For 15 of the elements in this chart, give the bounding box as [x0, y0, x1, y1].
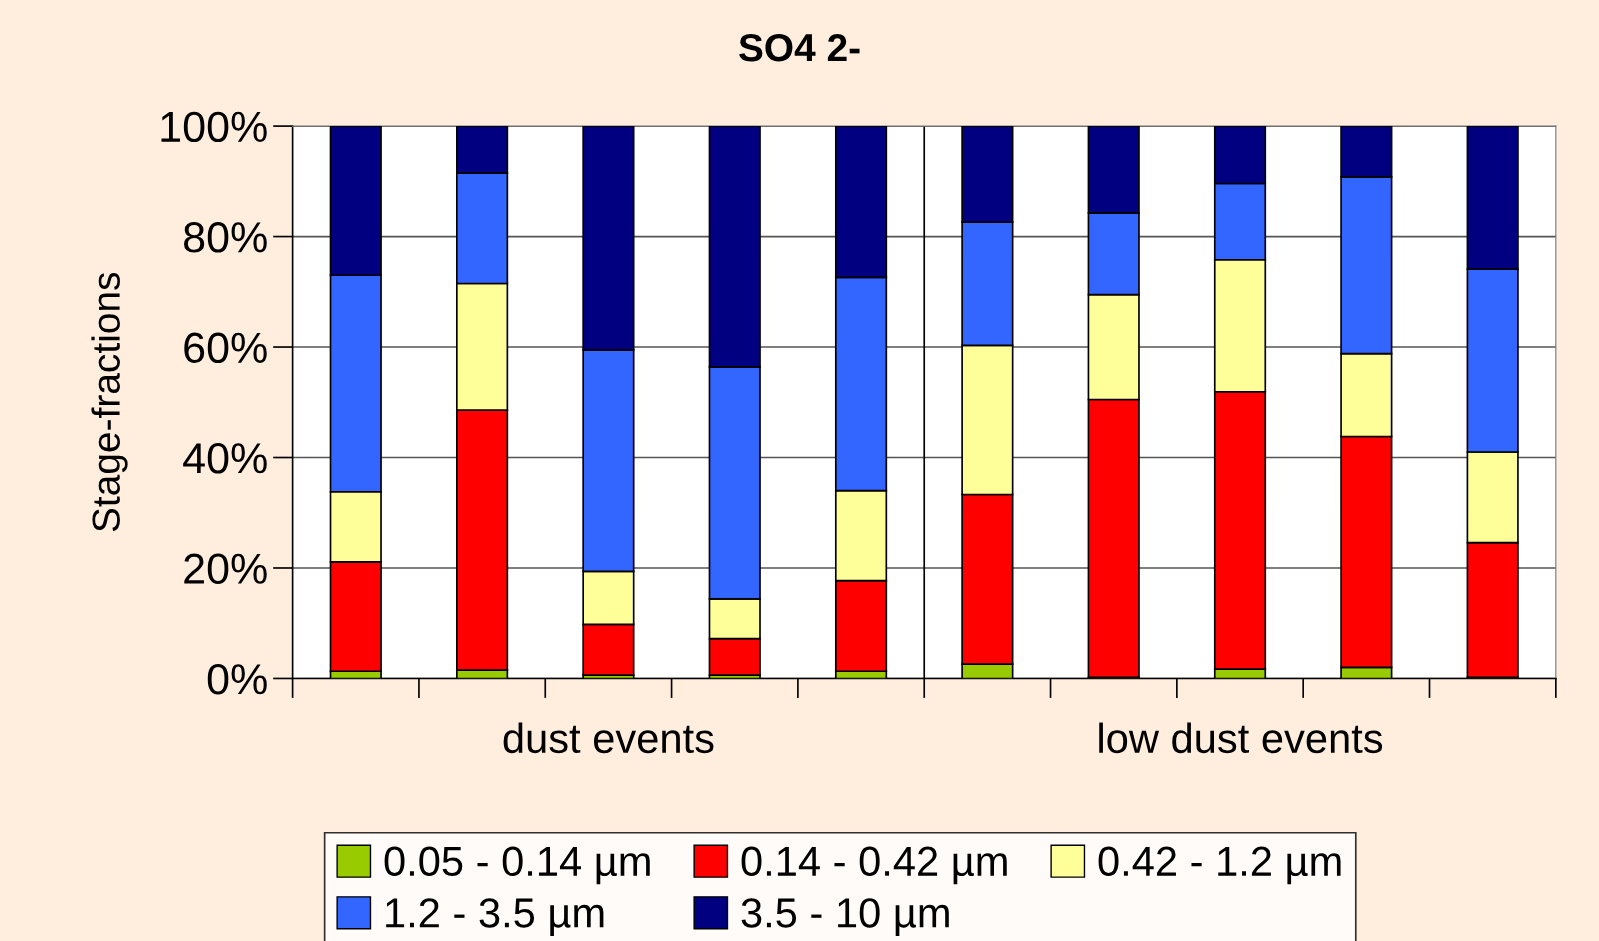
y-tick-label: 0%: [207, 664, 267, 695]
legend-label: 1.2 - 3.5 µm: [386, 898, 604, 936]
legend-label: 3.5 - 10 µm: [741, 898, 949, 936]
y-axis-title: Stage-fractions: [91, 272, 128, 532]
legend-label: 0.05 - 0.14 µm: [384, 846, 650, 885]
chart-title: SO4 2-: [739, 33, 860, 62]
text: low dust events: [1099, 722, 1383, 754]
y-tick-label: 40%: [183, 443, 267, 474]
y-tick-label: 100%: [161, 111, 267, 143]
y-tick-label: 80%: [184, 222, 267, 253]
y-tick-label: 20%: [184, 553, 267, 585]
text: dust events: [503, 722, 714, 754]
legend-label: 0.14 - 0.42 µm: [741, 846, 1007, 885]
legend-label: 0.42 - 1.2 µm: [1098, 846, 1341, 885]
y-tick-label: 60%: [184, 332, 267, 364]
